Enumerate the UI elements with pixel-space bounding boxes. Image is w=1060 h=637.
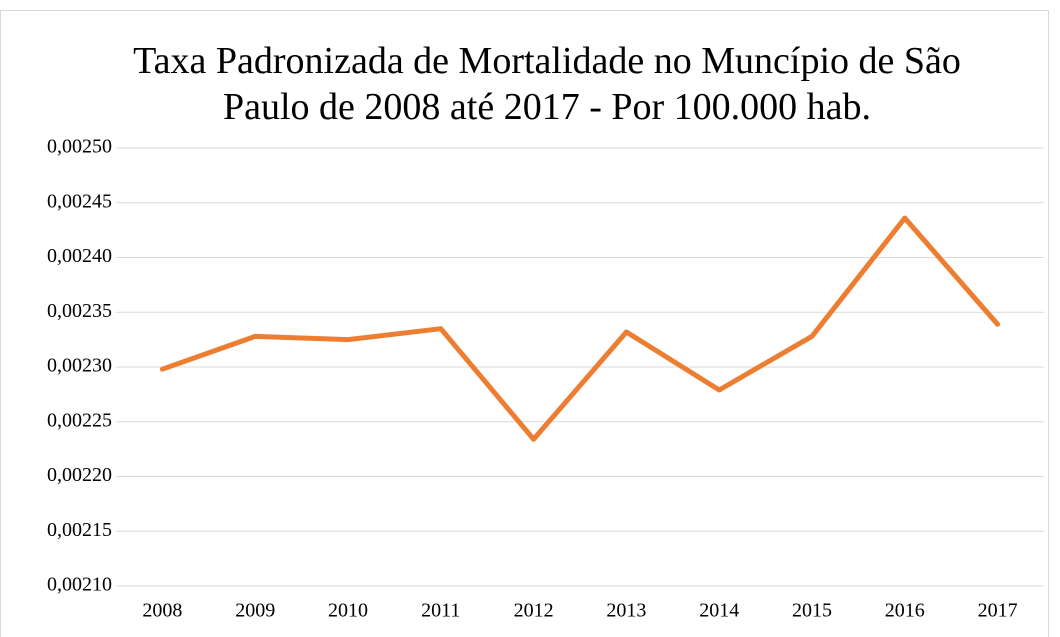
x-tick-label: 2017	[978, 600, 1018, 622]
y-tick-label: 0,00210	[47, 574, 112, 596]
x-tick-label: 2009	[235, 600, 275, 622]
x-tick-label: 2014	[699, 600, 739, 622]
y-tick-label: 0,00245	[47, 190, 112, 212]
y-tick-label: 0,00250	[47, 136, 112, 158]
y-tick-label: 0,00215	[47, 519, 112, 541]
y-tick-label: 0,00220	[47, 464, 112, 486]
y-tick-label: 0,00240	[47, 245, 112, 267]
x-tick-label: 2010	[328, 600, 368, 622]
y-tick-label: 0,00230	[47, 355, 112, 377]
series-line	[159, 215, 1001, 442]
x-tick-label: 2011	[421, 600, 460, 622]
y-tick-label: 0,00235	[47, 300, 112, 322]
chart-border	[0, 10, 1049, 637]
chart-title: Taxa Padronizada de Mortalidade no Muncí…	[133, 40, 961, 128]
y-tick-label: 0,00225	[47, 409, 112, 431]
x-tick-label: 2012	[514, 600, 554, 622]
x-tick-label: 2015	[792, 600, 832, 622]
x-tick-label: 2008	[142, 600, 182, 622]
x-tick-label: 2013	[606, 600, 646, 622]
x-tick-label: 2016	[885, 600, 925, 622]
